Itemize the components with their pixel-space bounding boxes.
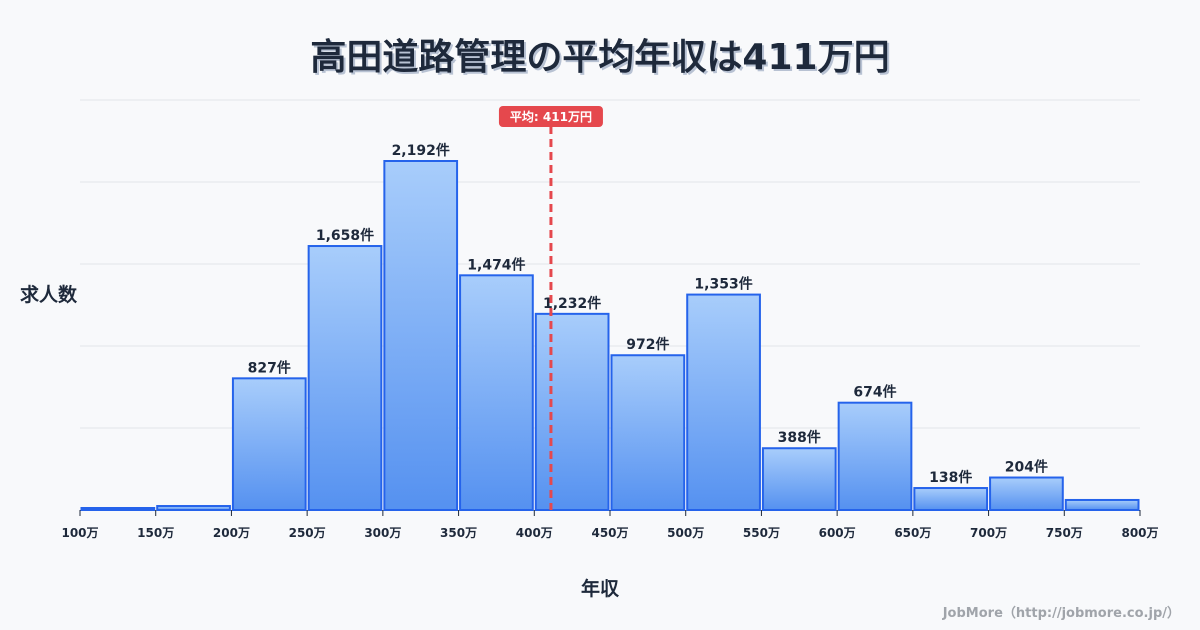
page-title: 高田道路管理の平均年収は411万円 <box>310 37 890 78</box>
source-credit: JobMore（http://jobmore.co.jp/） <box>942 606 1180 621</box>
tick-label: 800万 <box>1121 526 1158 540</box>
x-axis-ticks: 100万 150万 200万 250万 300万 350万 400万 450万 500万 550万… <box>61 510 1159 540</box>
bar-value-label: 388件 <box>778 429 821 446</box>
bar-value-label: 2,192件 <box>392 142 450 159</box>
histogram-bar <box>534 312 610 511</box>
tick-label: 400万 <box>516 526 553 540</box>
bar-value-label: 972件 <box>626 336 669 353</box>
bar-value-label: 674件 <box>853 384 896 401</box>
tick-label: 100万 <box>61 526 98 540</box>
histogram-bar <box>383 160 459 511</box>
tick-label: 450万 <box>591 526 628 540</box>
tick-label: 650万 <box>894 526 931 540</box>
bar-value-label: 827件 <box>248 359 291 376</box>
histogram-bar <box>80 507 156 511</box>
histogram-bar <box>231 377 307 511</box>
tick-label: 350万 <box>440 526 477 540</box>
bar-value-label: 1,232件 <box>543 295 601 312</box>
tick-label: 300万 <box>364 526 401 540</box>
mean-label: 平均: 411万円 <box>510 109 592 124</box>
bar-value-label: 204件 <box>1005 459 1048 476</box>
bar-value-label: 138件 <box>929 469 972 486</box>
histogram-bar <box>307 245 383 511</box>
tick-label: 250万 <box>289 526 326 540</box>
histogram-bar <box>761 447 837 512</box>
value-labels: 827件 1,658件 2,192件 1,474件 1,232件 972件 1,353件 38… <box>248 142 1048 486</box>
mean-badge <box>498 106 603 127</box>
histogram-bar <box>837 401 913 512</box>
mean-marker: 平均: 411万円 <box>498 106 603 510</box>
bars <box>80 160 1140 512</box>
histogram-bar <box>913 487 989 512</box>
tick-label: 500万 <box>667 526 704 540</box>
tick-label: 200万 <box>213 526 250 540</box>
tick-label: 550万 <box>743 526 780 540</box>
bar-value-label: 1,353件 <box>694 276 752 293</box>
histogram-bar <box>459 274 534 512</box>
tick-label: 750万 <box>1046 526 1083 540</box>
bar-value-label: 1,474件 <box>467 256 525 273</box>
histogram-bar <box>989 476 1064 512</box>
bar-value-label: 1,658件 <box>316 227 374 244</box>
tick-label: 600万 <box>819 526 856 540</box>
histogram-bar <box>686 293 761 511</box>
tick-label: 150万 <box>137 526 174 540</box>
y-axis-label: 求人数 <box>20 284 78 306</box>
x-axis-label: 年収 <box>580 578 619 600</box>
tick-label: 700万 <box>970 526 1007 540</box>
histogram-bar <box>610 354 686 511</box>
histogram-bar <box>1064 498 1140 511</box>
histogram-bar <box>156 505 231 512</box>
